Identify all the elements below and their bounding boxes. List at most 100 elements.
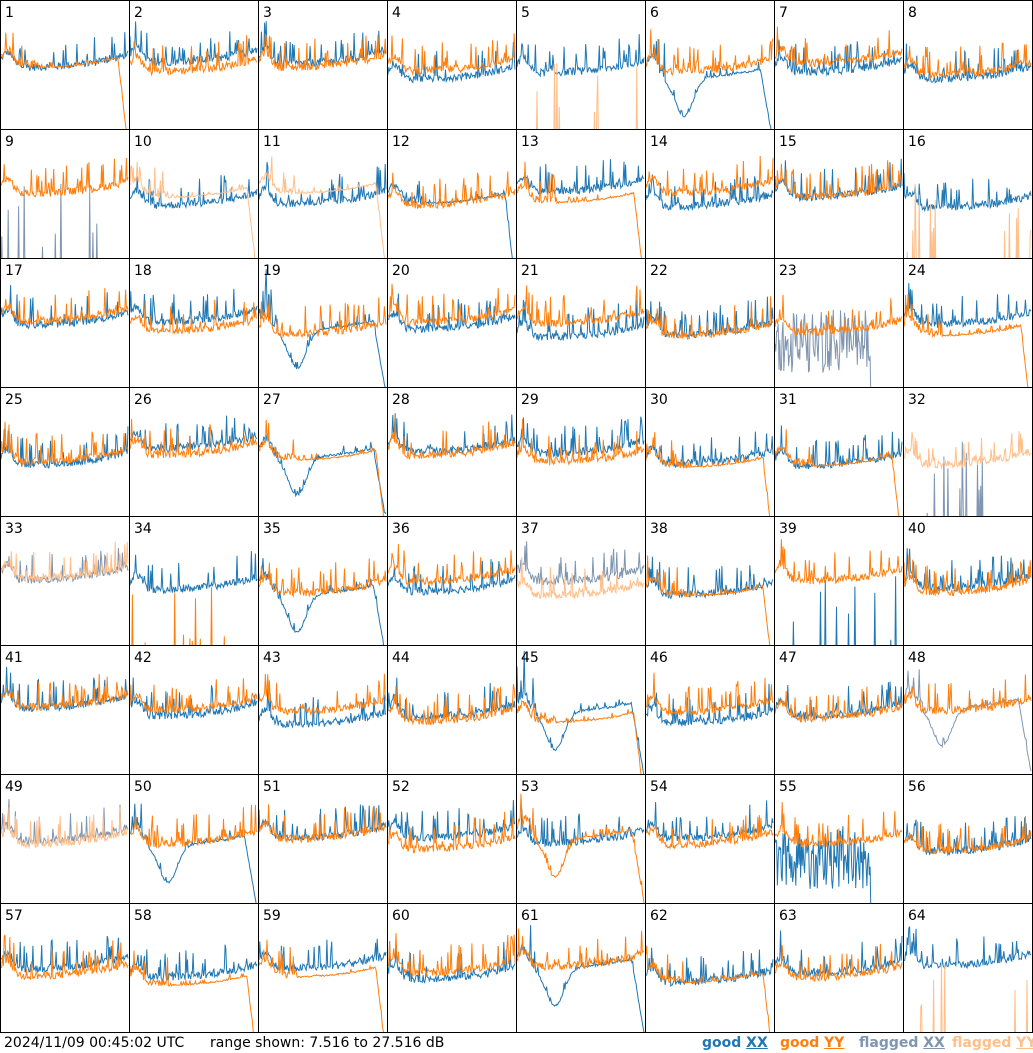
spectrum-yy-good [904, 674, 1032, 715]
tile-39: 39 [774, 516, 904, 646]
tile-2: 2 [129, 0, 259, 130]
tile-label: 46 [650, 650, 668, 666]
spectrum-xx-good [130, 803, 257, 903]
tile-frame [516, 129, 646, 259]
tile-48: 48 [903, 645, 1033, 775]
spectrum-yy-good [259, 33, 387, 72]
tile-label: 51 [263, 779, 281, 795]
tile-13: 13 [516, 129, 646, 259]
tile-56: 56 [903, 774, 1033, 904]
tile-16: 16 [903, 129, 1033, 259]
spectrum-yy-good [646, 29, 774, 76]
spectrum-xx-good [517, 159, 645, 196]
legend-flagged-xx-status: flagged [859, 1035, 919, 1051]
spectrum-yy-flagged [904, 431, 1032, 470]
tile-28: 28 [387, 387, 517, 517]
tile-label: 4 [392, 5, 401, 21]
tile-63: 63 [774, 903, 904, 1033]
tile-25: 25 [0, 387, 130, 517]
spectrum-xx-good [388, 941, 516, 984]
tile-53: 53 [516, 774, 646, 904]
tile-7: 7 [774, 0, 904, 130]
tile-21: 21 [516, 258, 646, 388]
spectrum-xx-good [646, 683, 774, 727]
legend-good-xx: good XX [702, 1035, 768, 1051]
spectrum-xx-good [259, 433, 387, 515]
tile-label: 30 [650, 392, 668, 408]
tile-label: 21 [521, 263, 539, 279]
spectrum-yy-good [130, 418, 258, 459]
tile-frame [516, 0, 646, 130]
tile-label: 14 [650, 134, 668, 150]
spectrum-yy-good [775, 943, 903, 983]
tile-label: 63 [779, 908, 797, 924]
tile-35: 35 [258, 516, 388, 646]
tile-59: 59 [258, 903, 388, 1033]
spectrum-yy-good [130, 678, 258, 715]
spectrum-xx-good [775, 425, 903, 470]
spectrum-yy-good [1, 288, 129, 326]
tile-frame [129, 0, 259, 130]
spectrum-yy-flagged [906, 183, 1032, 258]
spectrum-xx-good [130, 288, 258, 327]
tile-label: 37 [521, 521, 539, 537]
tile-label: 1 [5, 5, 14, 21]
tile-label: 64 [908, 908, 926, 924]
spectrum-yy-good [130, 299, 258, 335]
spectrum-yy-good [1, 32, 127, 129]
spectrum-yy-good [388, 543, 516, 587]
tile-label: 60 [392, 908, 410, 924]
legend-good-xx-status: good [702, 1035, 742, 1051]
tile-frame [516, 645, 646, 775]
spectrum-xx-good [646, 39, 772, 129]
tile-label: 22 [650, 263, 668, 279]
spectrum-yy-good [904, 815, 1032, 855]
tile-label: 3 [263, 5, 272, 21]
tile-label: 48 [908, 650, 926, 666]
legend-flagged-xx: flagged XX [859, 1035, 945, 1051]
spectrum-yy-flagged [1, 541, 129, 583]
tile-label: 34 [134, 521, 152, 537]
tile-label: 18 [134, 263, 152, 279]
spectrum-yy-good [517, 161, 642, 258]
spectrum-xx-good [1, 32, 129, 71]
tile-frame [516, 516, 646, 646]
tile-11: 11 [258, 129, 388, 259]
tile-52: 52 [387, 774, 517, 904]
tile-36: 36 [387, 516, 517, 646]
tile-61: 61 [516, 903, 646, 1033]
tile-45: 45 [516, 645, 646, 775]
tile-label: 23 [779, 263, 797, 279]
spectrum-xx-flagged [775, 309, 872, 387]
legend-flagged-xx-pol: XX [923, 1035, 945, 1051]
spectrum-yy-good [775, 26, 903, 68]
spectrum-xx-good [130, 677, 258, 720]
tile-label: 52 [392, 779, 410, 795]
spectrum-yy-good [775, 294, 903, 337]
spectrum-yy-good [517, 928, 645, 972]
tile-17: 17 [0, 258, 130, 388]
timestamp: 2024/11/09 00:45:02 UTC [4, 1035, 185, 1051]
tile-label: 26 [134, 392, 152, 408]
tile-3: 3 [258, 0, 388, 130]
tile-label: 41 [5, 650, 23, 666]
spectrum-xx-good [130, 415, 258, 453]
spectrum-yy-good [646, 296, 774, 340]
tile-30: 30 [645, 387, 775, 517]
tile-label: 13 [521, 134, 539, 150]
tile-label: 24 [908, 263, 926, 279]
tile-label: 20 [392, 263, 410, 279]
spectrum-xx-flagged [1, 547, 129, 584]
tile-40: 40 [903, 516, 1033, 646]
tile-20: 20 [387, 258, 517, 388]
tile-frame [0, 516, 130, 646]
tile-31: 31 [774, 387, 904, 517]
range-text: range shown: 7.516 to 27.516 dB [210, 1035, 445, 1051]
tile-label: 39 [779, 521, 797, 537]
tile-label: 29 [521, 392, 539, 408]
tile-label: 40 [908, 521, 926, 537]
legend-flagged-yy: flagged YY [952, 1035, 1033, 1051]
tile-18: 18 [129, 258, 259, 388]
spectrum-yy-good [388, 933, 516, 977]
tile-label: 55 [779, 779, 797, 795]
